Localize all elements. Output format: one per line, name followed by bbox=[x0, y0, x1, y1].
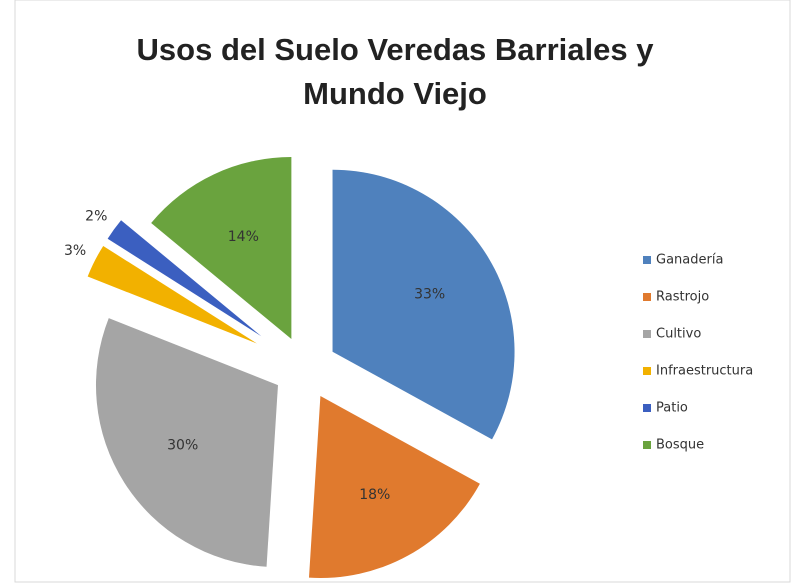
pie-slice bbox=[87, 245, 257, 344]
data-label: 14% bbox=[228, 229, 259, 245]
legend-swatch bbox=[643, 441, 651, 449]
data-label: 33% bbox=[414, 286, 445, 302]
legend-swatch bbox=[643, 293, 651, 301]
data-label: 3% bbox=[64, 243, 86, 259]
chart-border bbox=[14, 0, 791, 583]
legend-label: Infraestructura bbox=[656, 364, 753, 379]
legend-label: Patio bbox=[656, 401, 688, 416]
pie-slice bbox=[332, 169, 515, 440]
pie: 33% 18% 30% 3% 2% 14% bbox=[64, 157, 515, 579]
legend-label: Bosque bbox=[656, 438, 704, 453]
chart-title: Usos del Suelo Veredas Barriales y Mundo… bbox=[136, 32, 654, 111]
pie-slice bbox=[107, 220, 262, 337]
pie-slice bbox=[151, 157, 292, 340]
data-label: 18% bbox=[359, 487, 390, 503]
data-label: 30% bbox=[167, 438, 198, 454]
legend-swatch bbox=[643, 330, 651, 338]
legend-label: Rastrojo bbox=[656, 290, 709, 305]
legend-label: Cultivo bbox=[656, 327, 701, 342]
pie-slice bbox=[95, 318, 278, 567]
legend-swatch bbox=[643, 367, 651, 375]
legend-swatch bbox=[643, 256, 651, 264]
data-label: 2% bbox=[85, 208, 107, 224]
legend-label: Ganadería bbox=[656, 253, 723, 268]
legend: Ganadería Rastrojo Cultivo Infraestructura P… bbox=[643, 253, 753, 453]
legend-swatch bbox=[643, 404, 651, 412]
pie-slice bbox=[308, 396, 480, 579]
